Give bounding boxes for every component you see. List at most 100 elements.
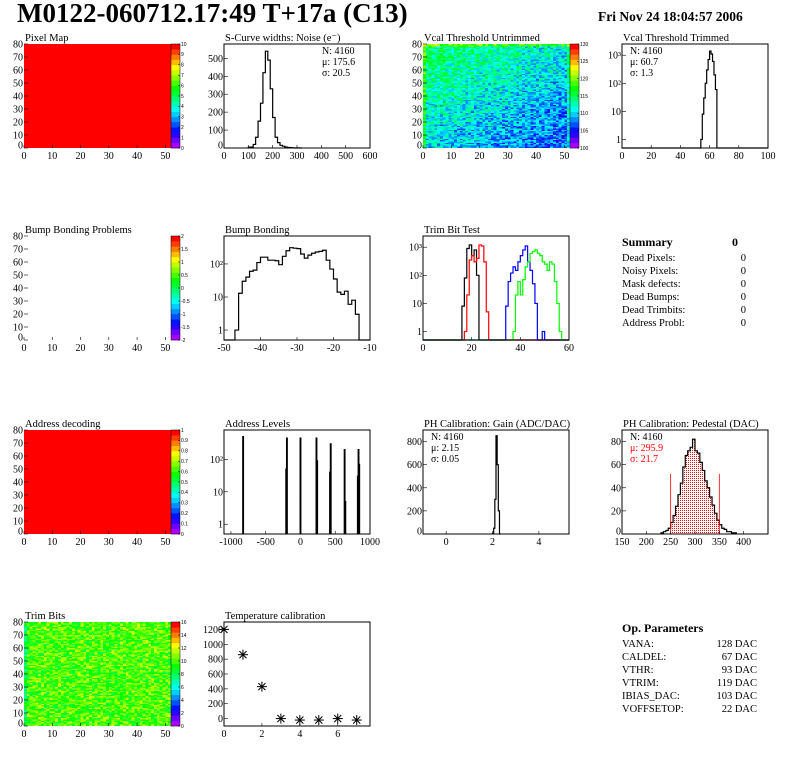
- histogram-series-2: [423, 245, 569, 341]
- y-tick-label: 400: [407, 483, 422, 494]
- y-tick-label: 20: [13, 504, 23, 515]
- palette-label: 1: [181, 428, 184, 434]
- palette-step: [171, 85, 180, 92]
- plot-title: Trim Bit Test: [424, 225, 480, 236]
- x-tick-label: 30: [104, 151, 114, 162]
- palette-label: 16: [181, 620, 187, 626]
- palette-step: [171, 518, 180, 524]
- row-label: VANA:: [622, 639, 654, 650]
- palette-step: [171, 329, 180, 336]
- palette-label: 10: [181, 42, 187, 48]
- row-value: 93 DAC: [721, 665, 757, 676]
- palette-step: [171, 59, 180, 66]
- plot-title: Pixel Map: [25, 33, 68, 44]
- y-tick-label: 40: [13, 478, 23, 489]
- x-tick-label: 0: [421, 151, 426, 162]
- row-value: 0: [740, 292, 746, 303]
- palette-step: [171, 241, 180, 247]
- y-tick-label: 70: [13, 53, 23, 64]
- palette-step: [570, 111, 579, 118]
- palette-label: 6: [181, 685, 184, 691]
- x-tick-label: 40: [531, 151, 541, 162]
- y-tick-label: 60: [13, 644, 23, 655]
- palette-step: [171, 44, 180, 50]
- palette-label: 0: [181, 532, 184, 538]
- param-row: Mask defects: 0: [622, 278, 746, 291]
- row-label: VTRIM:: [622, 678, 659, 689]
- palette-step: [171, 246, 180, 252]
- y-tick-label: 0: [18, 141, 23, 152]
- palette-label: 2: [181, 711, 184, 717]
- marker-stroke: [239, 650, 247, 659]
- palette-step: [171, 684, 180, 690]
- y-tick-label: 0: [218, 141, 223, 152]
- palette-step: [171, 502, 180, 509]
- y-tick-label: 10: [13, 709, 23, 720]
- param-row: Dead Pixels: 0: [622, 252, 746, 265]
- palette-label: 9: [181, 52, 184, 58]
- plot-address-decoding: Address decoding 0 0.1 0.2 0.3 0.4 0.5 0.6 0.7 0.…: [13, 419, 188, 548]
- param-row: Noisy Pixels: 0: [622, 265, 746, 278]
- x-tick-label: 100: [761, 151, 776, 162]
- palette-label: -1: [181, 312, 186, 318]
- summary-title: Summary: [622, 235, 673, 249]
- y-tick-label: 80: [412, 40, 422, 51]
- y-tick-label: 40: [13, 670, 23, 681]
- histogram-series-0: [660, 438, 737, 534]
- y-tick-label: 1: [218, 326, 223, 337]
- x-tick-label: 400: [314, 151, 329, 162]
- plot-frame: [621, 43, 769, 149]
- palette-step: [171, 513, 180, 519]
- x-tick-label: 0: [222, 151, 227, 162]
- histogram-series-3: [423, 249, 569, 341]
- marker-stroke: [333, 714, 342, 723]
- stats-line: N: 4160: [322, 46, 355, 57]
- x-tick-label: 4: [297, 729, 302, 740]
- y-tick-label: 30: [13, 297, 23, 308]
- y-tick-label: 10: [412, 299, 422, 310]
- x-tick-label: 40: [132, 537, 142, 548]
- palette-step: [171, 471, 180, 478]
- heatmap-cells: [24, 44, 171, 148]
- palette-step: [171, 435, 180, 441]
- x-tick-label: 40: [132, 729, 142, 740]
- palette-step: [171, 430, 180, 436]
- y-tick-label: 800: [407, 437, 422, 448]
- palette-label: 6: [181, 83, 184, 89]
- y-tick-label: 20: [13, 310, 23, 321]
- stats-line: μ: 2.15: [431, 443, 459, 454]
- palette-label: 0.4: [181, 490, 188, 496]
- y-tick-label: 50: [13, 465, 23, 476]
- x-tick-label: 50: [160, 537, 170, 548]
- param-row: Address Probl: 0: [622, 317, 746, 330]
- palette-step: [171, 715, 180, 722]
- palette-step: [171, 705, 180, 711]
- plot-address-levels: Address Levels -1000 -500 0 500 1000 1 10 10²: [210, 419, 380, 548]
- row-label: Address Probl:: [622, 318, 685, 329]
- y-tick-label: 20: [412, 118, 422, 129]
- x-tick-label: 0: [298, 537, 303, 548]
- palette-step: [171, 137, 180, 144]
- palette-step: [171, 461, 180, 467]
- palette-step: [171, 288, 180, 294]
- plot-title: Temperature calibration: [225, 611, 326, 622]
- x-tick-label: 500: [338, 151, 353, 162]
- x-tick-label: -1000: [219, 537, 242, 548]
- row-label: VOFFSETOP:: [622, 704, 684, 715]
- x-tick-label: 60: [705, 151, 715, 162]
- x-tick-label: 50: [160, 729, 170, 740]
- y-tick-label: 80: [13, 232, 23, 243]
- plot-title: PH Calibration: Gain (ADC/DAC): [424, 419, 571, 430]
- palette-step: [171, 64, 180, 71]
- y-tick-label: 0: [417, 527, 422, 538]
- palette-label: 5: [181, 94, 184, 100]
- palette-step: [570, 106, 579, 112]
- x-tick-label: 0: [22, 729, 27, 740]
- x-tick-label: 2: [259, 729, 264, 740]
- x-tick-label: 600: [363, 151, 378, 162]
- y-tick-label: 30: [13, 491, 23, 502]
- star-marker: [256, 681, 267, 692]
